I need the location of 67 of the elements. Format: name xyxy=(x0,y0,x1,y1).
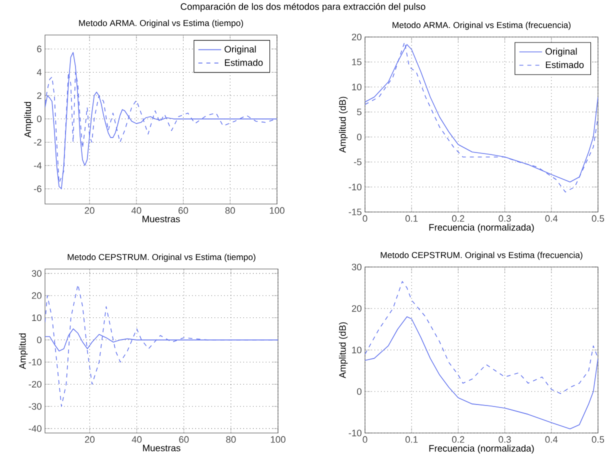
y-tick-label: -10 xyxy=(28,358,42,366)
x-tick-label: 0.5 xyxy=(592,436,604,443)
x-tick-label: 0.1 xyxy=(405,436,418,443)
y-tick-label: 0 xyxy=(357,134,362,140)
y-tick-label: 10 xyxy=(352,346,362,354)
chart-title: Metodo CEPSTRUM. Original vs Estima (frecuencia) xyxy=(380,252,582,260)
x-tick-label: 0 xyxy=(362,215,368,222)
chart-title: Metodo CEPSTRUM. Original vs Estima (tiempo) xyxy=(68,254,256,262)
x-tick-label: 0.2 xyxy=(452,215,464,222)
legend-label: Original xyxy=(224,46,256,54)
x-tick-label: 100 xyxy=(270,207,284,214)
x-tick-label: 60 xyxy=(179,436,189,443)
y-axis-title: Amplitud (dB) xyxy=(338,322,348,378)
y-tick-label: 10 xyxy=(32,314,42,322)
y-axis-title: Amplitud xyxy=(24,102,33,138)
y-tick-label: 4 xyxy=(36,69,42,76)
y-tick-label: -30 xyxy=(28,403,42,410)
y-tick-label: -10 xyxy=(348,430,362,436)
x-tick-label: 0.4 xyxy=(545,215,558,222)
x-tick-label: 0.3 xyxy=(498,436,511,443)
y-tick-label: 0 xyxy=(37,336,42,344)
y-tick-label: -6 xyxy=(34,186,42,192)
y-tick-label: 2 xyxy=(37,92,42,99)
chart-title: Metodo ARMA. Original vs Estima (frecuencia) xyxy=(392,22,571,30)
legend-label: Estimado xyxy=(224,59,263,66)
y-tick-label: -5 xyxy=(354,158,362,166)
y-tick-label: 5 xyxy=(357,108,362,116)
chart-title: Metodo ARMA. Original vs Estima (tiempo) xyxy=(79,20,244,28)
y-tick-label: 6 xyxy=(37,46,42,52)
x-tick-label: 0 xyxy=(362,436,368,443)
x-axis-title: Muestras xyxy=(142,216,180,222)
x-tick-label: 0.3 xyxy=(498,215,511,222)
x-tick-label: 40 xyxy=(131,207,142,214)
x-tick-label: 60 xyxy=(178,207,188,214)
y-tick-label: 10 xyxy=(352,84,362,90)
legend-label: Original xyxy=(546,48,577,57)
y-tick-label: -20 xyxy=(28,380,42,388)
x-tick-label: 100 xyxy=(270,436,286,443)
y-tick-label: -15 xyxy=(348,208,362,216)
y-axis-title: Amplitud (dB) xyxy=(338,96,348,153)
x-tick-label: 0.2 xyxy=(452,436,464,443)
x-tick-label: 0.1 xyxy=(405,215,418,222)
y-tick-label: 20 xyxy=(32,292,42,299)
y-tick-label: -2 xyxy=(34,138,42,146)
x-axis-title: Frecuencia (normalizada) xyxy=(429,224,534,232)
y-tick-label: 15 xyxy=(352,58,362,66)
y-axis-title: Amplitud xyxy=(18,333,28,370)
legend-label: Estimado xyxy=(546,61,584,68)
y-tick-label: 30 xyxy=(352,264,362,270)
x-tick-label: 80 xyxy=(225,207,235,214)
y-tick-label: -10 xyxy=(348,184,362,190)
x-tick-label: 80 xyxy=(226,436,236,443)
y-tick-label: 30 xyxy=(32,270,42,277)
x-tick-label: 0.4 xyxy=(545,436,558,443)
x-tick-label: 20 xyxy=(84,207,94,214)
x-axis-title: Frecuencia (normalizada) xyxy=(429,444,534,454)
x-tick-label: 20 xyxy=(84,436,95,443)
y-tick-label: 0 xyxy=(37,116,42,122)
x-tick-label: 40 xyxy=(132,436,142,443)
text: Comparación de los dos métodos para extracción del pulso xyxy=(180,2,426,12)
y-tick-label: 20 xyxy=(352,305,362,312)
y-tick-label: -4 xyxy=(34,162,42,169)
y-tick-label: 20 xyxy=(352,34,362,40)
y-tick-label: 0 xyxy=(357,388,362,395)
x-tick-label: 0.5 xyxy=(592,215,604,222)
x-axis-title: Muestras xyxy=(143,444,180,452)
y-tick-label: -40 xyxy=(28,425,42,432)
